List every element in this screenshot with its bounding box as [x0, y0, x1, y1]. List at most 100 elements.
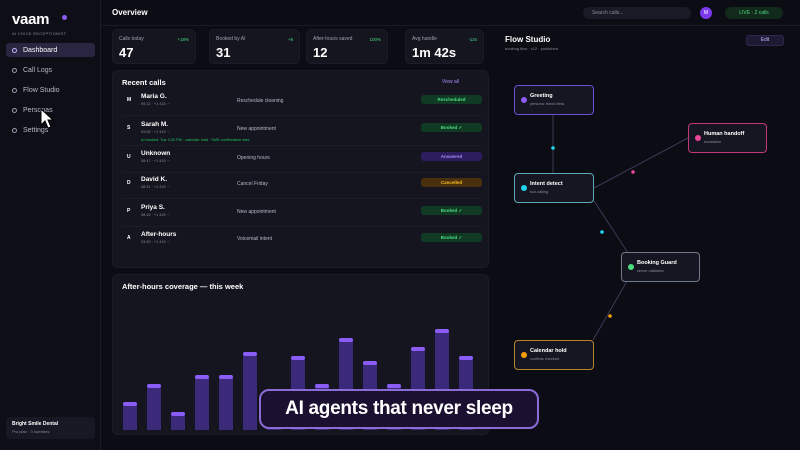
table-row[interactable]: S Sarah M. 09:05 · +1 415 ··· New appoin… [121, 118, 483, 146]
sidebar-item-call-logs[interactable]: Call Logs [6, 63, 95, 77]
status-badge: Booked ✓ [421, 233, 482, 242]
sidebar-item-label: Call Logs [23, 66, 53, 74]
kpi-label: After-hours saved [313, 36, 353, 42]
node-desc: escalation [704, 140, 722, 144]
caller-name: Sarah M. [141, 121, 169, 128]
caller-initial: U [127, 154, 131, 160]
kpi-delta: -12s [468, 37, 477, 42]
view-all-link[interactable]: View all [441, 79, 459, 85]
call-meta: 03:39 · +1 415 ··· [141, 240, 171, 244]
coverage-bar [219, 375, 233, 430]
sidebar-item-personas[interactable]: Personas [6, 103, 95, 117]
caller-initial: A [127, 235, 131, 241]
kpi-value: 47 [119, 45, 134, 60]
coverage-bar-cap [411, 347, 425, 351]
coverage-bar-cap [459, 356, 473, 360]
call-meta: 09:12 · +1 415 ··· [141, 102, 171, 106]
sidebar-nav: Dashboard Call Logs Flow Studio Personas… [6, 43, 95, 143]
kpi-delta: +18% [177, 37, 189, 42]
call-intent: Cancel Friday [237, 181, 268, 187]
mouse-cursor-icon [40, 108, 54, 129]
edit-flow-button[interactable]: Edit [746, 35, 784, 46]
coverage-bar-cap [219, 375, 233, 379]
coverage-bar-cap [123, 402, 137, 406]
node-name: Calendar hold [530, 348, 567, 354]
video-caption: AI agents that never sleep [259, 389, 539, 429]
workspace-plan: Pro plan · 3 numbers [12, 429, 50, 434]
coverage-bar-cap [387, 384, 401, 388]
status-badge: Cancelled [421, 178, 482, 187]
flow-subtitle: booking flow · v12 · published [505, 46, 558, 51]
kpi-value: 1m 42s [412, 45, 457, 60]
edge-dot-icon [600, 230, 604, 234]
call-meta: 09:05 · +1 415 ··· [141, 130, 171, 134]
caller-name: After-hours [141, 231, 177, 238]
sidebar-item-label: Settings [23, 126, 49, 134]
sidebar-item-label: Dashboard [23, 46, 58, 54]
avatar[interactable]: M [700, 7, 712, 19]
call-meta: 08:47 · +1 415 ··· [141, 159, 171, 163]
flow-node-booking-guard[interactable]: Booking Guard server validates [621, 252, 700, 282]
sidebar-item-dashboard[interactable]: Dashboard [6, 43, 95, 57]
kpi-card: Avg handle -12s 1m 42s [405, 29, 484, 64]
node-name: Booking Guard [637, 260, 677, 266]
node-status-icon [521, 352, 527, 358]
coverage-bar [243, 352, 257, 430]
flow-node-human-handoff[interactable]: Human handoff escalation [688, 123, 767, 153]
sidebar-item-label: Personas [23, 106, 53, 114]
coverage-bar [123, 402, 137, 430]
sidebar: vaam AI VOICE RECEPTIONIST Dashboard Cal… [0, 0, 101, 450]
sidebar-item-settings[interactable]: Settings [6, 123, 95, 137]
caller-name: Priya S. [141, 204, 165, 211]
coverage-bar-cap [339, 338, 353, 342]
brand-dot-icon [62, 15, 67, 20]
node-status-icon [521, 97, 527, 103]
caller-initial: D [127, 180, 131, 186]
kpi-card: After-hours saved 100% 12 [306, 29, 388, 64]
node-name: Greeting [530, 93, 553, 99]
search-input[interactable]: Search calls... [583, 7, 691, 19]
table-row[interactable]: A After-hours 03:39 · +1 415 ··· Voicema… [121, 228, 483, 254]
kpi-delta: 100% [369, 37, 381, 42]
caller-initial: P [127, 208, 131, 214]
node-desc: tool-calling [530, 190, 549, 194]
kpi-card: Calls today +18% 47 [112, 29, 196, 64]
sidebar-item-label: Flow Studio [23, 86, 60, 94]
flow-node-intent-detect[interactable]: Intent detect tool-calling [514, 173, 594, 203]
flow-node-greeting[interactable]: Greeting persona: friend desk [514, 85, 594, 115]
call-intent: Opening hours [237, 155, 270, 161]
recent-calls-panel: Recent calls View all M Maria G. 09:12 ·… [112, 70, 489, 268]
nav-dot-icon [12, 87, 17, 93]
table-row[interactable]: M Maria G. 09:12 · +1 415 ··· Reschedule… [121, 90, 483, 116]
table-row[interactable]: D David K. 08:31 · +1 415 ··· Cancel Fri… [121, 173, 483, 199]
node-name: Human handoff [704, 131, 745, 137]
page-title: Overview [112, 8, 148, 17]
call-intent: New appointment [237, 209, 276, 215]
caller-initial: M [127, 97, 132, 103]
edge-dot-icon [608, 314, 612, 318]
node-status-icon [521, 185, 527, 191]
flow-node-calendar-hold[interactable]: Calendar hold conflicts checked [514, 340, 594, 370]
coverage-bar-cap [195, 375, 209, 379]
kpi-label: Booked by AI [216, 36, 246, 42]
coverage-bar-cap [435, 329, 449, 333]
nav-dot-icon [12, 127, 17, 133]
flow-title: Flow Studio [505, 35, 551, 44]
table-row[interactable]: U Unknown 08:47 · +1 415 ··· Opening hou… [121, 147, 483, 173]
status-badge: Booked ✓ [421, 123, 482, 132]
nav-dot-icon [12, 67, 17, 73]
recent-calls-title: Recent calls [122, 78, 166, 87]
workspace-card[interactable]: Bright Smile Dental Pro plan · 3 numbers [6, 417, 95, 439]
coverage-bar-cap [243, 352, 257, 356]
call-intent: Reschedule cleaning [237, 98, 284, 104]
top-bar: Overview Search calls... M LIVE · 2 call… [101, 0, 800, 26]
sidebar-item-flow-studio[interactable]: Flow Studio [6, 83, 95, 97]
coverage-bar-cap [291, 356, 305, 360]
call-meta: 08:16 · +1 415 ··· [141, 213, 171, 217]
table-row[interactable]: P Priya S. 08:16 · +1 415 ··· New appoin… [121, 201, 483, 227]
node-status-icon [628, 264, 634, 270]
node-status-icon [695, 135, 701, 141]
status-badge: Booked ✓ [421, 206, 482, 215]
node-name: Intent detect [530, 181, 563, 187]
brand-subtitle: AI VOICE RECEPTIONIST [12, 31, 67, 36]
